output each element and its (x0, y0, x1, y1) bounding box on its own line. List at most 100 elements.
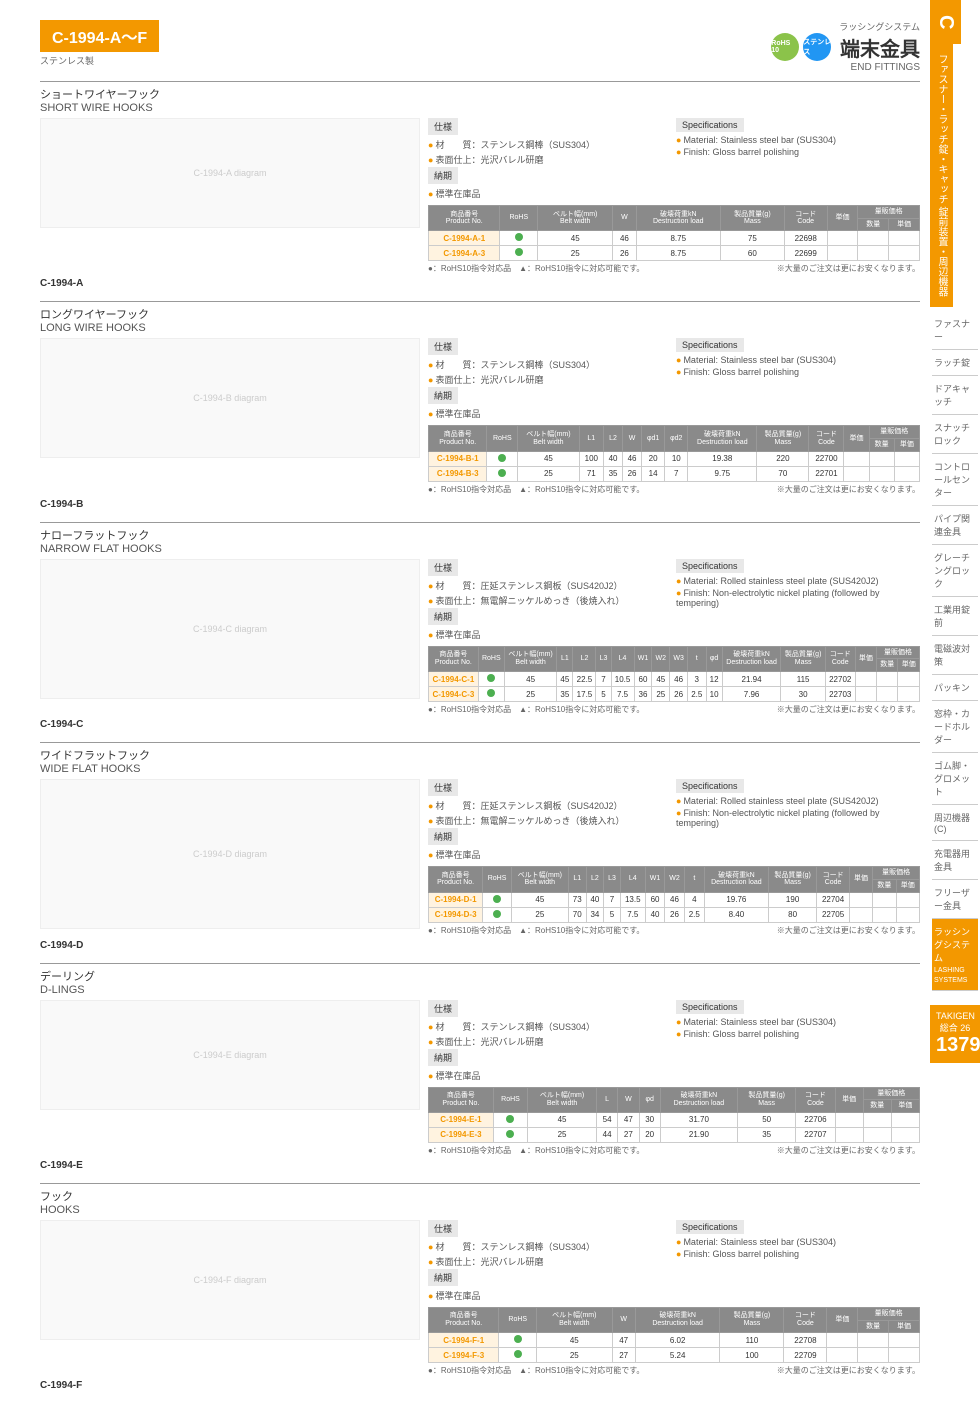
bulk-footnote: ※大量のご注文は更にお安くなります。 (777, 263, 920, 274)
table-row: C-1994-A-325268.756022699 (429, 246, 920, 261)
product-name-jp: ロングワイヤーフック (40, 306, 149, 322)
system-label: ラッシングシステム (839, 20, 920, 33)
product-block: デーリングD-LINGSC-1994-E diagram仕様●材 質：ステンレス… (40, 963, 920, 1171)
product-name-jp: ワイドフラットフック (40, 747, 150, 763)
table-row: C-1994-E-14554473031.705022706 (429, 1112, 920, 1127)
product-block: ナローフラットフックNARROW FLAT HOOKS C-1994-C diag… (40, 522, 920, 730)
stainless-badge-icon: ステンレス (803, 33, 831, 61)
product-diagram: C-1994-B diagram (40, 338, 420, 458)
spec-label-en: Specifications (676, 779, 744, 793)
spec-table: 商品番号Product No.RoHSベルト幅(mm)Belt widthLWφ… (428, 1087, 920, 1143)
material-label: ステンレス製 (40, 54, 159, 67)
product-name-en: HOOKS (40, 1204, 80, 1216)
product-name-en: NARROW FLAT HOOKS (40, 543, 162, 555)
rohs-footnote: ●：RoHS10指令対応品 ▲：RoHS10指令に対応可能です。 (428, 925, 644, 936)
sidebar-item[interactable]: スナッチロック (932, 415, 978, 454)
delivery-label: 納期 (428, 1269, 458, 1286)
table-row: C-1994-C-3253517.557.53625262.5107.96302… (429, 687, 920, 702)
category-label: ファスナー・ラッチ錠・キャッチ 錠前装置・周辺機器 (930, 44, 953, 307)
product-block: フックHOOKSC-1994-F diagram仕様●材 質：ステンレス鋼棒（S… (40, 1183, 920, 1391)
rohs-footnote: ●：RoHS10指令対応品 ▲：RoHS10指令に対応可能です。 (428, 484, 644, 495)
main-content: C-1994-A〜F ステンレス製 RoHS 10 ステンレス ラッシングシステ… (0, 0, 930, 1423)
spec-label-jp: 仕様 (428, 559, 458, 576)
product-id: C-1994-A (40, 278, 920, 289)
table-row: C-1994-F-325275.2410022709 (429, 1348, 920, 1363)
table-row: C-1994-C-1454522.5710.560454631221.94115… (429, 672, 920, 687)
page-title-jp: 端末金具 (839, 33, 920, 62)
delivery-label: 納期 (428, 167, 458, 184)
bulk-footnote: ※大量のご注文は更にお安くなります。 (777, 704, 920, 715)
product-name-jp: ナローフラットフック (40, 527, 162, 543)
spec-label-jp: 仕様 (428, 779, 458, 796)
rohs-footnote: ●：RoHS10指令対応品 ▲：RoHS10指令に対応可能です。 (428, 1365, 644, 1376)
cert-badges: RoHS 10 ステンレス (771, 33, 831, 61)
sidebar-item[interactable]: ラッチ錠 (932, 350, 978, 376)
section-tab: C (930, 0, 961, 44)
table-row: C-1994-B-3257135261479.757022701 (429, 466, 920, 481)
sidebar-item-active[interactable]: ラッシングシステムLASHING SYSTEMS (932, 919, 978, 991)
product-block: ショートワイヤーフックSHORT WIRE HOOKSC-1994-A diag… (40, 81, 920, 289)
sidebar-item[interactable]: フリーザー金具 (932, 880, 978, 919)
page-title-en: END FITTINGS (839, 62, 920, 73)
delivery-label: 納期 (428, 608, 458, 625)
product-name-en: WIDE FLAT HOOKS (40, 763, 150, 775)
sidebar-item[interactable]: 工業用錠前 (932, 597, 978, 636)
delivery-label: 納期 (428, 1049, 458, 1066)
volume-label: 総合 26 (936, 1021, 974, 1034)
spec-label-en: Specifications (676, 338, 744, 352)
product-diagram: C-1994-C diagram (40, 559, 420, 699)
spec-table: 商品番号Product No.RoHSベルト幅(mm)Belt widthW破壊… (428, 205, 920, 261)
sidebar-item[interactable]: パイプ関連金具 (932, 506, 978, 545)
table-row: C-1994-F-145476.0211022708 (429, 1333, 920, 1348)
table-row: C-1994-B-1451004046201019.3822022700 (429, 451, 920, 466)
rohs-footnote: ●：RoHS10指令対応品 ▲：RoHS10指令に対応可能です。 (428, 263, 644, 274)
rohs-badge-icon: RoHS 10 (771, 33, 799, 61)
bulk-footnote: ※大量のご注文は更にお安くなります。 (777, 1365, 920, 1376)
sidebar-item[interactable]: 電磁波対策 (932, 636, 978, 675)
product-name-jp: ショートワイヤーフック (40, 86, 160, 102)
table-row: C-1994-D-1457340713.56046419.7619022704 (429, 892, 920, 907)
delivery-label: 納期 (428, 828, 458, 845)
sidebar-item[interactable]: 充電器用金具 (932, 841, 978, 880)
product-name-en: LONG WIRE HOOKS (40, 322, 149, 334)
page-header: C-1994-A〜F ステンレス製 RoHS 10 ステンレス ラッシングシステ… (40, 20, 920, 73)
sidebar-item[interactable]: グレーチングロック (932, 545, 978, 597)
product-diagram: C-1994-D diagram (40, 779, 420, 929)
spec-table: 商品番号Product No.RoHSベルト幅(mm)Belt widthL1L… (428, 425, 920, 481)
sidebar-item[interactable]: ドアキャッチ (932, 376, 978, 415)
spec-label-en: Specifications (676, 118, 744, 132)
spec-table: 商品番号Product No.RoHSベルト幅(mm)Belt widthW破壊… (428, 1307, 920, 1363)
table-row: C-1994-E-32544272021.903522707 (429, 1127, 920, 1142)
sidebar-item[interactable]: ゴム脚・グロメット (932, 753, 978, 805)
bulk-footnote: ※大量のご注文は更にお安くなります。 (777, 925, 920, 936)
product-id: C-1994-D (40, 940, 920, 951)
spec-label-en: Specifications (676, 1220, 744, 1234)
bulk-footnote: ※大量のご注文は更にお安くなります。 (777, 1145, 920, 1156)
rohs-footnote: ●：RoHS10指令対応品 ▲：RoHS10指令に対応可能です。 (428, 704, 644, 715)
sidebar-item[interactable]: 窓枠・カードホルダー (932, 701, 978, 753)
spec-label-jp: 仕様 (428, 1000, 458, 1017)
spec-label-en: Specifications (676, 559, 744, 573)
product-name-en: SHORT WIRE HOOKS (40, 102, 160, 114)
spec-label-jp: 仕様 (428, 118, 458, 135)
product-name-en: D-LINGS (40, 984, 95, 996)
product-id: C-1994-E (40, 1160, 920, 1171)
sidebar-item[interactable]: 周辺機器(C) (932, 805, 978, 841)
spec-table: 商品番号Product No.RoHSベルト幅(mm)Belt widthL1L… (428, 646, 920, 702)
product-block: ロングワイヤーフックLONG WIRE HOOKS C-1994-B diagra… (40, 301, 920, 509)
product-name-jp: フック (40, 1188, 80, 1204)
sidebar-item[interactable]: ファスナー (932, 311, 978, 350)
product-id: C-1994-C (40, 719, 920, 730)
spec-table: 商品番号Product No.RoHSベルト幅(mm)Belt widthL1L… (428, 866, 920, 922)
rohs-footnote: ●：RoHS10指令対応品 ▲：RoHS10指令に対応可能です。 (428, 1145, 644, 1156)
sidebar-item[interactable]: パッキン (932, 675, 978, 701)
table-row: C-1994-A-145468.757522698 (429, 231, 920, 246)
spec-label-jp: 仕様 (428, 1220, 458, 1237)
brand-label: TAKIGEN (936, 1011, 974, 1021)
bulk-footnote: ※大量のご注文は更にお安くなります。 (777, 484, 920, 495)
spec-label-en: Specifications (676, 1000, 744, 1014)
sidebar: C ファスナー・ラッチ錠・キャッチ 錠前装置・周辺機器 ファスナーラッチ錠ドアキ… (930, 0, 980, 1423)
product-block: ワイドフラットフックWIDE FLAT HOOKS C-1994-D diagra… (40, 742, 920, 950)
product-diagram: C-1994-E diagram (40, 1000, 420, 1110)
sidebar-item[interactable]: コントロールセンター (932, 454, 978, 506)
